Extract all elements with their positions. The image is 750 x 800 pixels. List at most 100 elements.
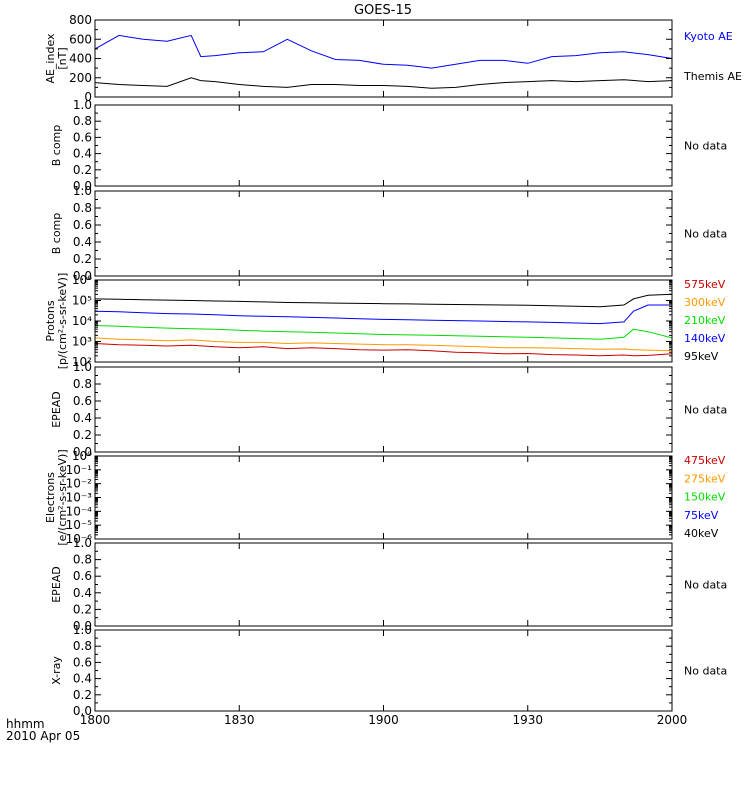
legend-label: 475keV (684, 454, 726, 467)
y-tick-label: 1.0 (73, 184, 92, 198)
panel-4: 10⁶ 10⁵ 10⁴ 10³ 10² Protons [p/(cm²-s-sr-keV)]… (44, 273, 726, 370)
series-line-themis-ae (94, 77, 673, 89)
y-tick-label: 0.8 (73, 377, 92, 391)
y-axis-label: B comp (50, 125, 63, 167)
y-tick-label: 0.6 (73, 130, 92, 144)
legend-label: 95keV (684, 350, 719, 363)
y-tick-label: 10⁻³ (66, 491, 93, 505)
y-tick-label: 10⁻² (66, 477, 93, 491)
panel-5: 1.0 0.8 0.6 0.4 0.2 0.0 EPEAD No data (50, 360, 727, 459)
y-tick-label: 0.8 (73, 553, 92, 567)
y-tick-label: 10⁻⁴ (66, 504, 93, 518)
no-data-label: No data (684, 404, 727, 417)
legend-label: 140keV (684, 332, 726, 345)
y-tick-label: 0.8 (73, 114, 92, 128)
y-axis-label: B comp (50, 213, 63, 255)
y-tick-label: 800 (69, 13, 92, 27)
series-line-300kev (94, 337, 673, 352)
y-tick-label: 10³ (72, 335, 92, 349)
panel-8: 1.0 0.8 0.6 0.4 0.2 0.0 X-ray No data (50, 623, 727, 718)
y-axis-label: [p/(cm²-s-sr-keV)] (56, 273, 69, 370)
y-tick-label: 0.2 (73, 602, 92, 616)
y-tick-label: 0.4 (73, 586, 92, 600)
panel-7: 1.0 0.8 0.6 0.4 0.2 0.0 EPEAD No data (50, 536, 727, 633)
series-line-575kev (94, 343, 673, 357)
y-tick-label: 0.0 (73, 179, 92, 193)
legend-label: Themis AE (683, 70, 742, 83)
y-tick-label: 0.6 (73, 394, 92, 408)
series-line-95kev (94, 293, 673, 308)
y-axis-label: [nT] (56, 47, 69, 69)
y-tick-label: 0.2 (73, 428, 92, 442)
series-line-kyoto-ae (94, 34, 673, 69)
panel-1: 800 600 400 200 0 AE_index [nT] Kyoto AE Themis … (44, 13, 742, 104)
y-tick-label: 0.0 (73, 704, 92, 718)
legend-label: 210keV (684, 314, 726, 327)
x-tick-label: 1900 (368, 713, 399, 727)
y-tick-label: 10⁴ (72, 314, 92, 328)
y-tick-label: 10⁻⁵ (66, 518, 93, 532)
y-axis-label: Protons (44, 300, 57, 341)
legend-label: 575keV (684, 278, 726, 291)
y-axis-label: EPEAD (50, 391, 63, 428)
y-axis-label: X-ray (50, 656, 63, 685)
no-data-label: No data (684, 665, 727, 678)
y-tick-label: 1.0 (73, 98, 92, 112)
y-tick-label: 0.2 (73, 252, 92, 266)
legend-label: 275keV (684, 472, 726, 485)
legend-label: 150keV (684, 491, 726, 504)
legend-label: 40keV (684, 527, 719, 540)
y-tick-label: 200 (69, 71, 92, 85)
y-tick-label: 0.4 (73, 672, 92, 686)
y-axis-label: EPEAD (50, 566, 63, 603)
y-tick-label: 0.6 (73, 218, 92, 232)
x-tick-label: 1930 (512, 713, 543, 727)
y-tick-label: 0.4 (73, 411, 92, 425)
legend-label: 75keV (684, 509, 719, 522)
y-axis-label: [e/(cm²-s-sr-keV)] (56, 449, 69, 545)
y-tick-label: 10⁻⁶ (66, 532, 93, 546)
x-axis: 1800 1830 1900 1930 2000 (80, 713, 688, 727)
y-tick-label: 0.6 (73, 655, 92, 669)
y-tick-label: 1.0 (73, 360, 92, 374)
y-axis-label: AE_index (44, 33, 57, 84)
y-tick-label: 10⁰ (72, 449, 92, 463)
y-tick-label: 400 (69, 52, 92, 66)
y-tick-label: 0.6 (73, 569, 92, 583)
no-data-label: No data (684, 579, 727, 592)
y-tick-label: 0.4 (73, 147, 92, 161)
y-tick-label: 0.0 (73, 619, 92, 633)
y-tick-label: 10⁻¹ (66, 463, 93, 477)
y-tick-label: 10⁶ (72, 273, 92, 287)
legend-label: Kyoto AE (684, 30, 733, 43)
no-data-label: No data (684, 140, 727, 153)
x-tick-label: 1830 (224, 713, 255, 727)
y-tick-label: 600 (69, 32, 92, 46)
y-tick-label: 0.2 (73, 163, 92, 177)
x-tick-label: 1800 (80, 713, 111, 727)
legend-label: 300keV (684, 296, 726, 309)
no-data-label: No data (684, 228, 727, 241)
time-unit-label: hhmm (6, 717, 45, 731)
y-tick-label: 0.8 (73, 639, 92, 653)
y-tick-label: 0.0 (73, 269, 92, 283)
panels-group: 800 600 400 200 0 AE_index [nT] Kyoto AE Themis … (44, 13, 742, 718)
y-tick-label: 10⁵ (72, 294, 92, 308)
chart-title: GOES-15 (354, 3, 412, 18)
y-tick-label: 1.0 (73, 623, 92, 637)
y-tick-label: 0.2 (73, 688, 92, 702)
y-tick-label: 0.8 (73, 201, 92, 215)
y-tick-label: 10² (72, 355, 92, 369)
x-tick-label: 2000 (657, 713, 688, 727)
y-tick-label: 0.4 (73, 235, 92, 249)
panel-3: 1.0 0.8 0.6 0.4 0.2 0.0 B comp No data (50, 184, 727, 283)
series-line-210kev (94, 325, 673, 340)
y-axis-label: Electrons (44, 472, 57, 523)
y-tick-label: 0.0 (73, 445, 92, 459)
date-label: 2010 Apr 05 (6, 729, 80, 743)
y-tick-label: 0 (84, 90, 92, 104)
panel-2: 1.0 0.8 0.6 0.4 0.2 0.0 B comp No data (50, 98, 727, 193)
